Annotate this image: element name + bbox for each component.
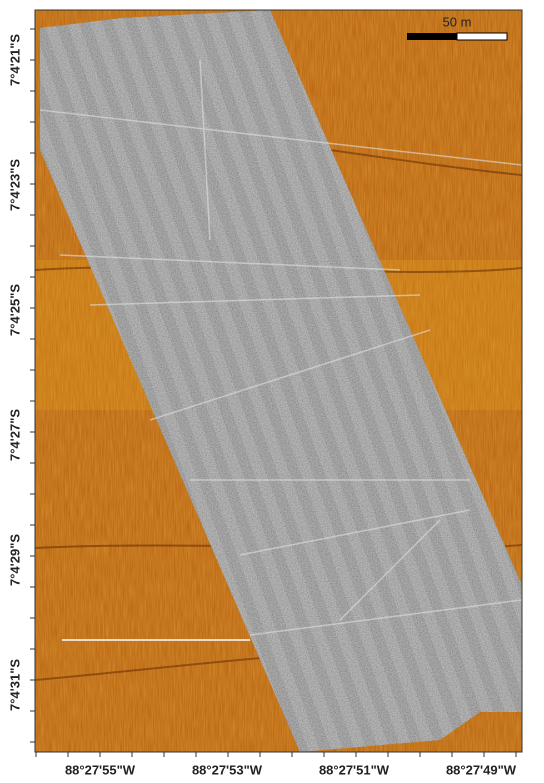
map-image (35, 10, 522, 752)
scale-bar-label: 50 m (443, 14, 472, 29)
longitude-label: 88°27'49"W (446, 762, 517, 777)
latitude-label: 7°4'27"S (7, 409, 22, 461)
latitude-label: 7°4'23"S (7, 159, 22, 211)
longitude-label: 88°27'51"W (319, 762, 390, 777)
latitude-label: 7°4'21"S (7, 34, 22, 86)
longitude-label: 88°27'55"W (65, 762, 136, 777)
longitude-label: 88°27'53"W (192, 762, 263, 777)
scale-bar: 50 m (407, 14, 508, 41)
latitude-label: 7°4'29"S (7, 534, 22, 586)
map-frame (34, 9, 523, 753)
latitude-label: 7°4'25"S (7, 284, 22, 336)
latitude-label: 7°4'31"S (7, 659, 22, 711)
